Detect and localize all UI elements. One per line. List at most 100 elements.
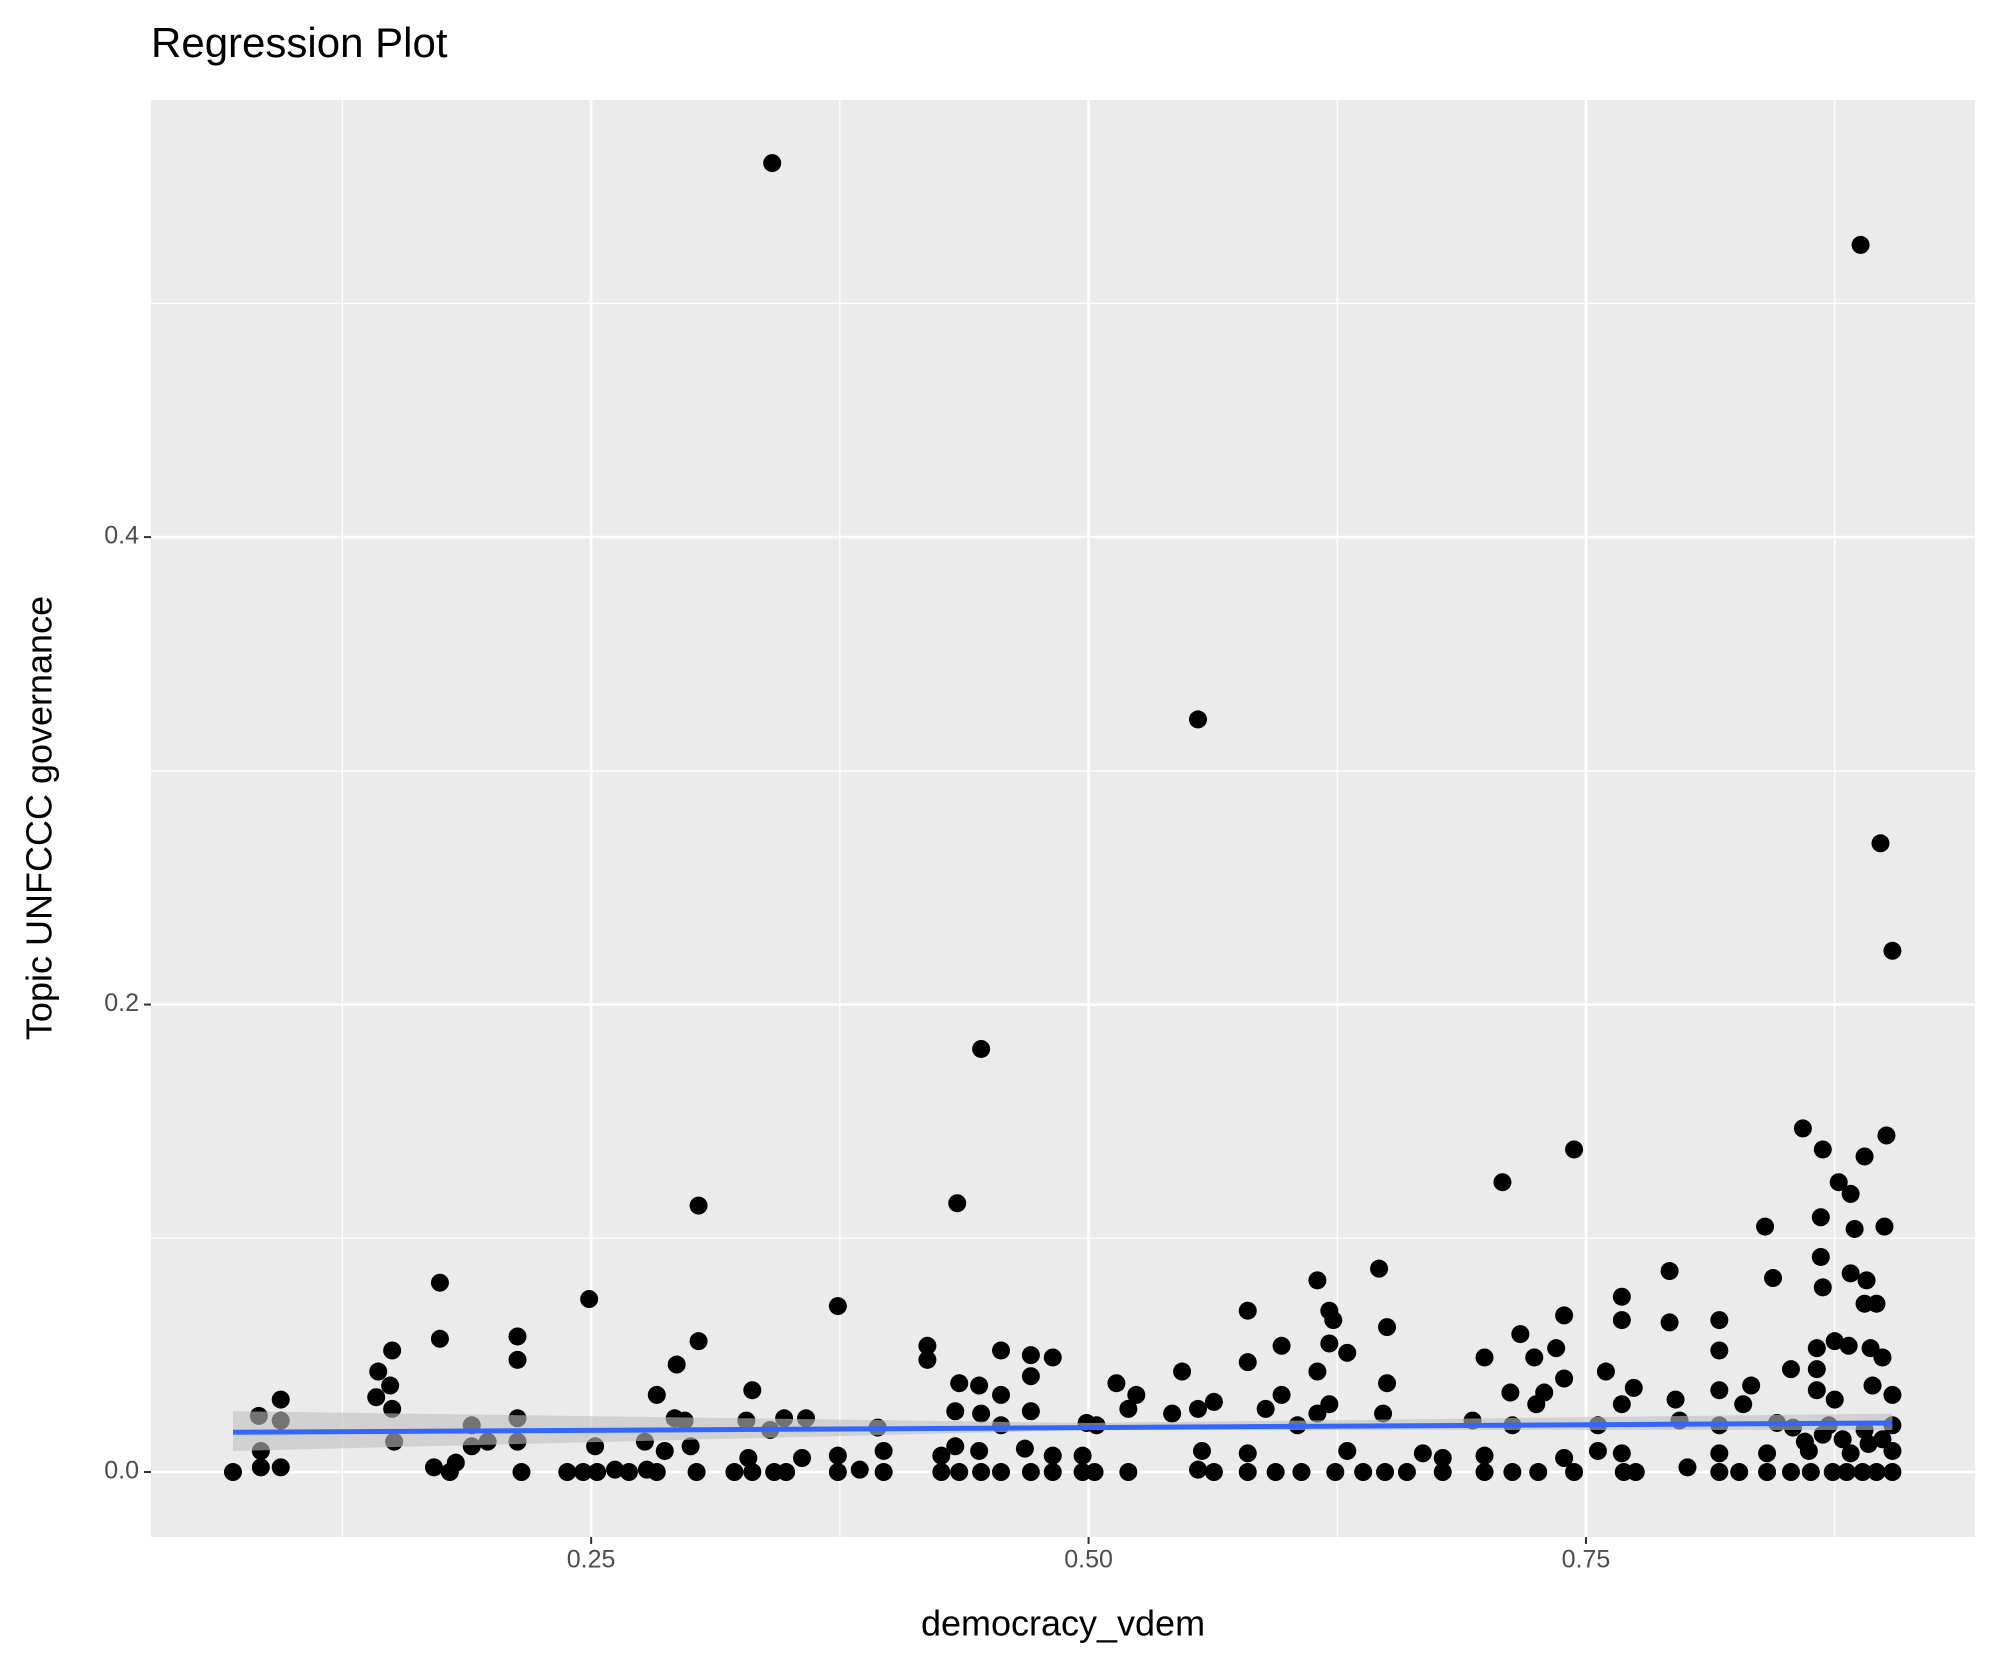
point (1730, 1463, 1749, 1482)
point (1795, 1432, 1814, 1451)
point (1503, 1463, 1522, 1482)
point (667, 1355, 686, 1374)
point (1825, 1390, 1844, 1409)
point (1119, 1399, 1138, 1418)
point (1021, 1463, 1040, 1482)
point (1204, 1392, 1223, 1411)
point (1823, 1463, 1842, 1482)
point (828, 1446, 847, 1465)
point (1793, 1119, 1812, 1138)
point (588, 1463, 607, 1482)
point (1807, 1381, 1826, 1400)
point (655, 1441, 674, 1460)
point (689, 1332, 708, 1351)
point (1107, 1374, 1126, 1393)
point (369, 1362, 388, 1381)
point (1877, 1126, 1896, 1145)
point (1758, 1463, 1777, 1482)
point (972, 1463, 991, 1482)
point (950, 1374, 969, 1393)
point (271, 1390, 290, 1409)
point (508, 1327, 527, 1346)
point (972, 1039, 991, 1058)
point (1555, 1306, 1574, 1325)
point (1756, 1217, 1775, 1236)
point (1666, 1390, 1685, 1409)
point (918, 1350, 937, 1369)
point (271, 1458, 290, 1477)
point (850, 1460, 869, 1479)
point (687, 1463, 706, 1482)
point (725, 1463, 744, 1482)
point (430, 1329, 449, 1348)
point (1841, 1184, 1860, 1203)
point (1043, 1463, 1062, 1482)
point (1588, 1441, 1607, 1460)
point (1839, 1336, 1858, 1355)
point (1308, 1271, 1327, 1290)
point (1807, 1360, 1826, 1379)
point (1837, 1463, 1856, 1482)
point (932, 1463, 951, 1482)
panel (151, 100, 1975, 1537)
point (1511, 1325, 1530, 1344)
point (743, 1381, 762, 1400)
point (743, 1463, 762, 1482)
point (647, 1463, 666, 1482)
point (992, 1385, 1011, 1404)
point (430, 1273, 449, 1292)
point (1021, 1402, 1040, 1421)
point (1867, 1463, 1886, 1482)
point (1710, 1381, 1729, 1400)
point (1883, 941, 1902, 960)
point (972, 1404, 991, 1423)
point (251, 1458, 270, 1477)
point (1475, 1446, 1494, 1465)
point (918, 1336, 937, 1355)
point (970, 1376, 989, 1395)
point (1678, 1458, 1697, 1477)
y-tick-label: 0.4 (104, 522, 139, 550)
point (1433, 1463, 1452, 1482)
point (1397, 1463, 1416, 1482)
point (1829, 1173, 1848, 1192)
point (1376, 1463, 1395, 1482)
point (1626, 1463, 1645, 1482)
point (1883, 1385, 1902, 1404)
point (1338, 1441, 1357, 1460)
point (1308, 1362, 1327, 1381)
point (1547, 1339, 1566, 1358)
point (1527, 1395, 1546, 1414)
point (1734, 1395, 1753, 1414)
point (1238, 1463, 1257, 1482)
point (1475, 1348, 1494, 1367)
point (1845, 1219, 1864, 1238)
point (1833, 1430, 1852, 1449)
point (828, 1297, 847, 1316)
point (1875, 1217, 1894, 1236)
point (1308, 1404, 1327, 1423)
point (1825, 1332, 1844, 1351)
point (619, 1463, 638, 1482)
point (1119, 1463, 1138, 1482)
point (1272, 1336, 1291, 1355)
point (1710, 1311, 1729, 1330)
point (1841, 1264, 1860, 1283)
point (874, 1463, 893, 1482)
point (1555, 1448, 1574, 1467)
y-tick-label: 0.2 (104, 989, 139, 1017)
point (828, 1463, 847, 1482)
point (1272, 1385, 1291, 1404)
point (1015, 1439, 1034, 1458)
point (1173, 1362, 1192, 1381)
point (1807, 1339, 1826, 1358)
point (1710, 1444, 1729, 1463)
point (1764, 1269, 1783, 1288)
point (1475, 1463, 1494, 1482)
point (1238, 1301, 1257, 1320)
point (992, 1341, 1011, 1360)
point (970, 1441, 989, 1460)
point (1021, 1367, 1040, 1386)
point (1813, 1140, 1832, 1159)
